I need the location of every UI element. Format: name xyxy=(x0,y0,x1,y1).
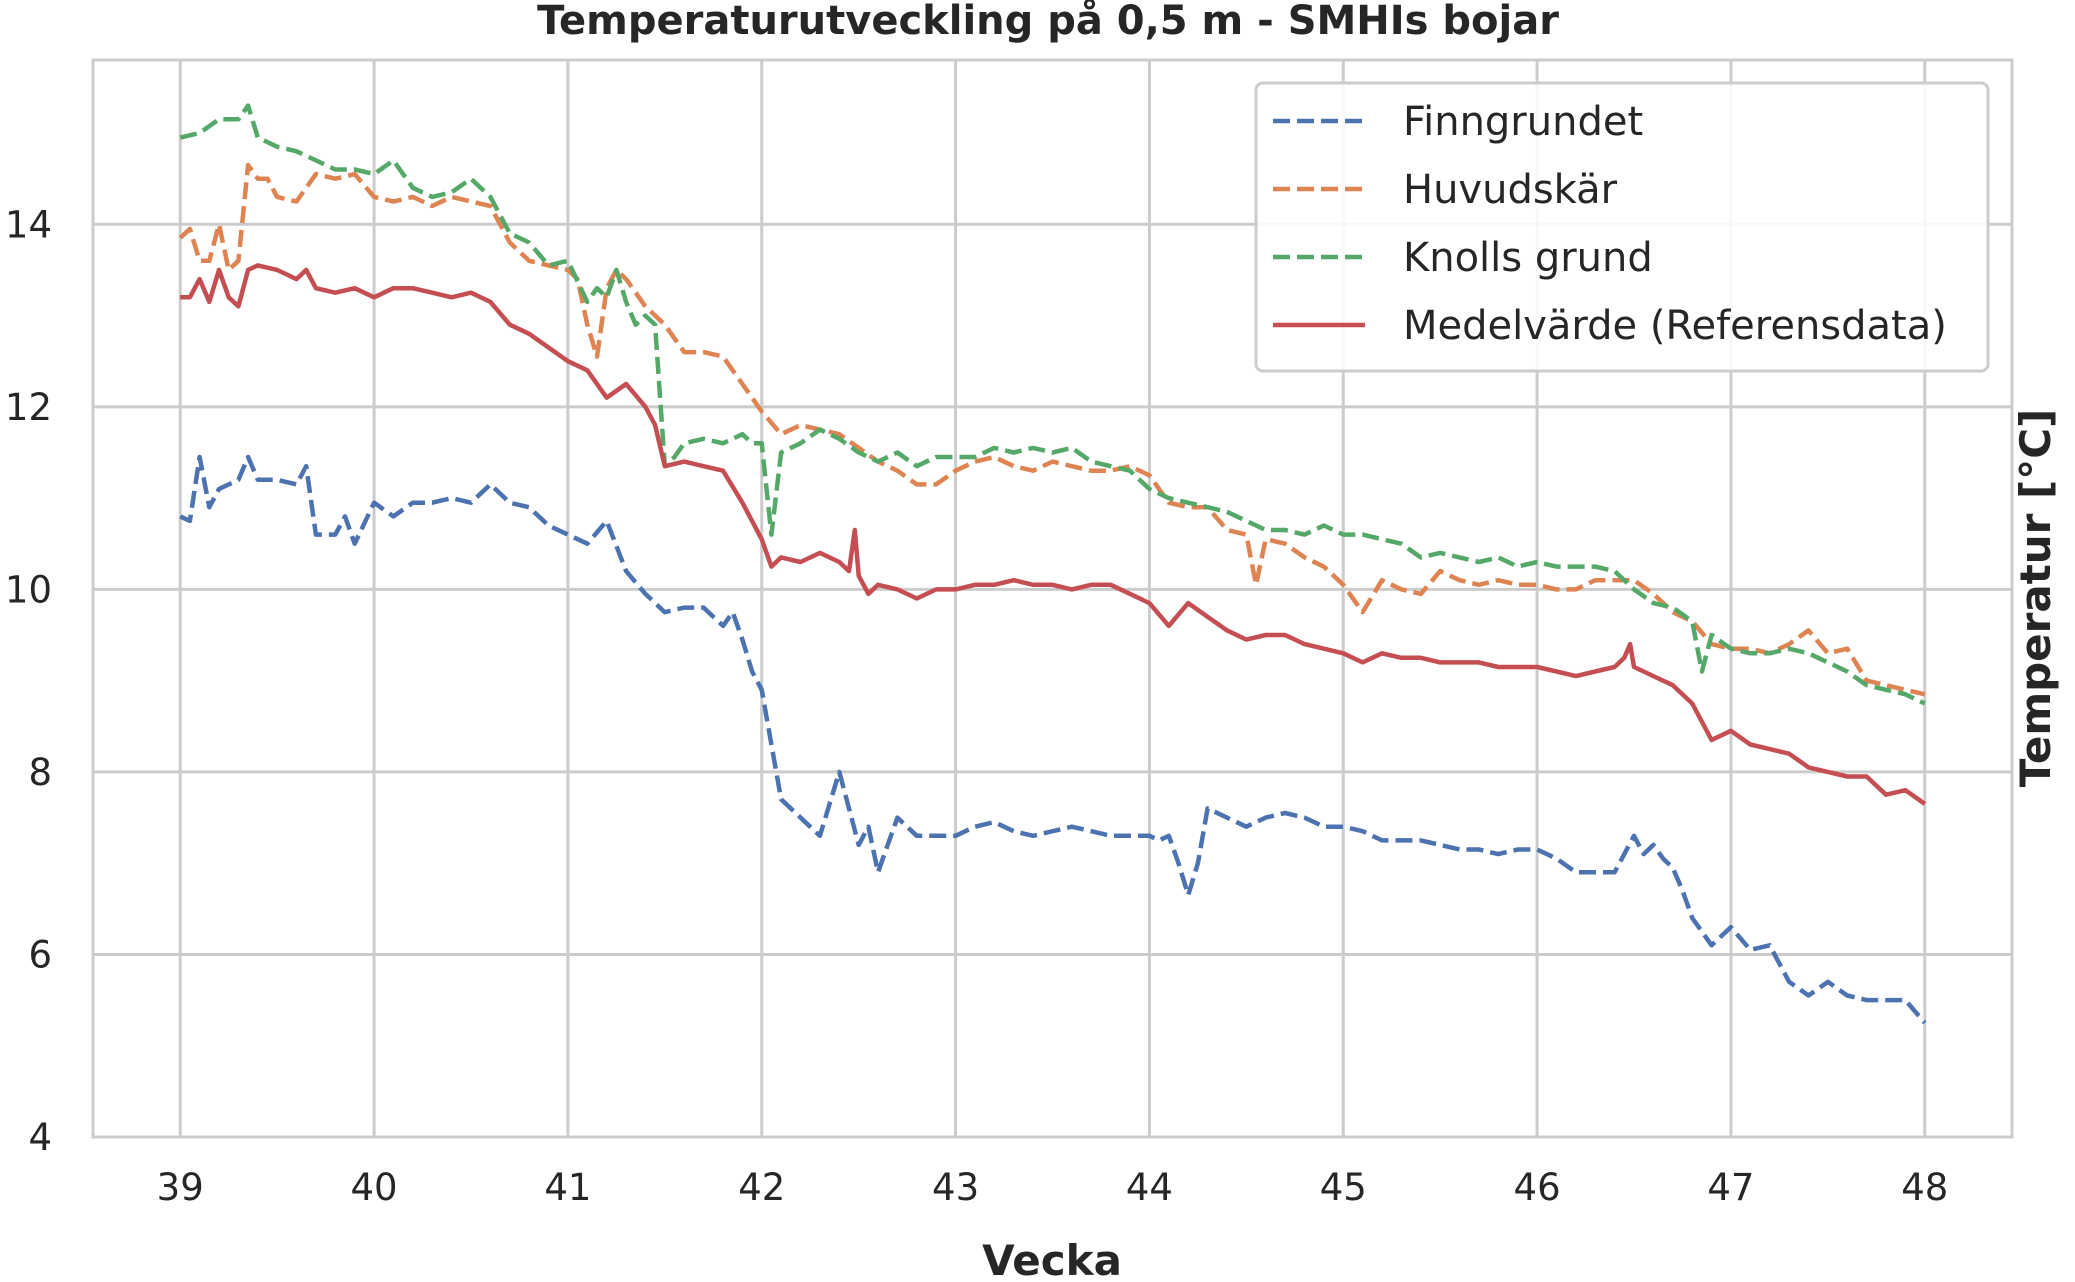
legend-label: Knolls grund xyxy=(1403,235,1653,281)
legend-label: Huvudskär xyxy=(1403,167,1618,213)
chart-title: Temperaturutveckling på 0,5 m - SMHIs bo… xyxy=(537,0,1559,44)
x-tick-label: 40 xyxy=(351,1166,398,1209)
x-tick-label: 43 xyxy=(932,1166,979,1209)
series-line-finngrundet xyxy=(179,454,1927,1025)
x-tick-label: 46 xyxy=(1514,1166,1561,1209)
series-line-medelv-rde-referensdata xyxy=(180,263,1927,806)
series-line-huvudsk-r xyxy=(178,162,1926,697)
y-tick-label: 14 xyxy=(5,203,52,246)
x-tick-label: 47 xyxy=(1707,1166,1754,1209)
legend-label: Finngrundet xyxy=(1403,99,1643,145)
x-tick-label: 41 xyxy=(544,1166,591,1209)
y-tick-label: 6 xyxy=(28,933,52,976)
x-tick-labels: 39 40 41 42 43 44 45 46 47 48 xyxy=(157,1166,1949,1209)
x-axis-label: Vecka xyxy=(982,1236,1122,1282)
series-layer xyxy=(178,103,1927,1025)
legend: Finngrundet Huvudskär Knolls grund Medelvär… xyxy=(1254,81,1990,373)
y-axis-label: Temperatur [°C] xyxy=(2011,409,2060,787)
x-tick-label: 45 xyxy=(1320,1166,1367,1209)
y-tick-label: 8 xyxy=(28,751,52,794)
x-tick-label: 42 xyxy=(738,1166,785,1209)
x-tick-label: 48 xyxy=(1901,1166,1948,1209)
y-tick-label: 10 xyxy=(5,568,52,611)
x-tick-label: 44 xyxy=(1126,1166,1173,1209)
y-tick-labels: 4 6 8 10 12 14 xyxy=(5,203,52,1159)
legend-label: Medelvärde (Referensdata) xyxy=(1403,303,1947,349)
x-tick-label: 39 xyxy=(157,1166,204,1209)
y-tick-label: 4 xyxy=(28,1116,52,1159)
legend-box xyxy=(1254,81,1990,373)
series-line-knolls-grund xyxy=(179,103,1926,706)
plot-frame xyxy=(91,58,2014,1139)
y-tick-label: 12 xyxy=(5,386,52,429)
